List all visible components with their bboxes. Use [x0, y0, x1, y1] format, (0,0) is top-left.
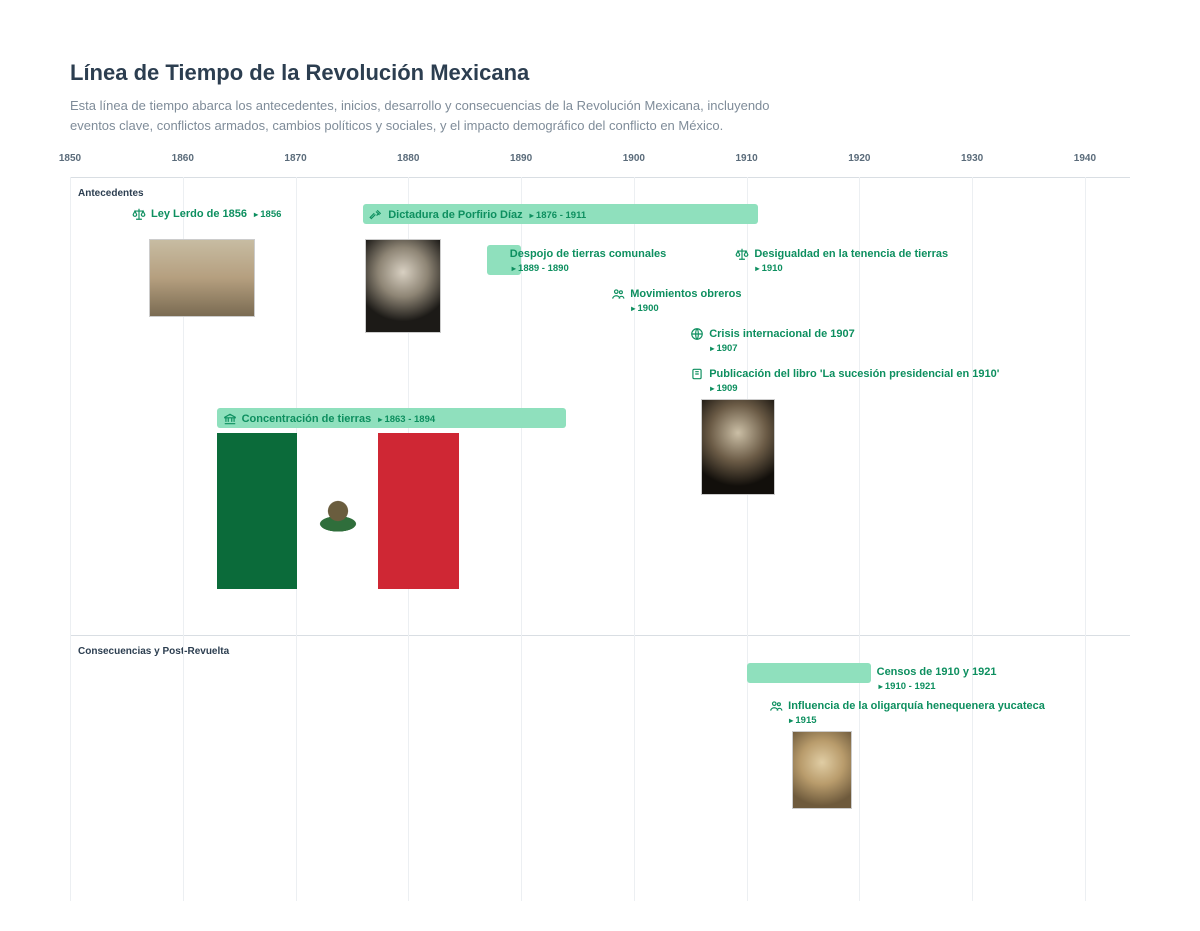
event-title: Publicación del libro 'La sucesión presi…	[709, 368, 999, 380]
event-title: Censos de 1910 y 1921	[877, 666, 997, 678]
timeline-event[interactable]: Ley Lerdo de 1856 1856	[132, 205, 281, 223]
event-date: 1910 - 1921	[877, 681, 997, 692]
axis-tick: 1880	[397, 153, 419, 164]
timeline-event[interactable]: Concentración de tierras 1863 - 1894	[223, 410, 436, 428]
axis-tick: 1920	[848, 153, 870, 164]
event-thumb	[217, 433, 459, 589]
event-date: 1856	[254, 209, 281, 220]
event-date: 1910	[735, 263, 948, 274]
event-title: Influencia de la oligarquía henequenera …	[788, 700, 1045, 712]
timeline-event[interactable]: Dictadura de Porfirio Díaz 1876 - 1911	[369, 206, 586, 224]
event-thumb	[365, 239, 441, 333]
event-date: 1876 - 1911	[530, 210, 586, 221]
timeline-event[interactable]: Movimientos obreros 1900	[611, 285, 741, 314]
event-title: Dictadura de Porfirio Díaz	[388, 209, 522, 221]
page-description: Esta línea de tiempo abarca los antecede…	[70, 96, 790, 135]
axis-tick: 1870	[284, 153, 306, 164]
event-bar	[747, 663, 871, 683]
scale-icon	[735, 247, 749, 261]
event-thumb	[149, 239, 255, 317]
axis: 1850186018701880189019001910192019301940	[70, 153, 1130, 171]
section-body: Censos de 1910 y 1921 1910 - 1921 Influenc…	[70, 663, 1130, 883]
book-icon	[690, 367, 704, 381]
event-date: 1863 - 1894	[378, 414, 435, 425]
timeline-event[interactable]: Desigualdad en la tenencia de tierras 191…	[735, 245, 948, 274]
axis-tick: 1860	[172, 153, 194, 164]
tracks: Antecedentes Ley Lerdo de 1856 1856 Dictadu…	[70, 177, 1130, 901]
axis-tick: 1850	[59, 153, 81, 164]
event-date: 1915	[769, 715, 1045, 726]
gavel-icon	[369, 208, 383, 222]
globe-icon	[690, 327, 704, 341]
timeline-event[interactable]: Crisis internacional de 1907 1907	[690, 325, 855, 354]
users-icon	[769, 699, 783, 713]
section-body: Ley Lerdo de 1856 1856 Dictadura de Porfir…	[70, 205, 1130, 635]
axis-tick: 1940	[1074, 153, 1096, 164]
timeline-event[interactable]: Censos de 1910 y 1921 1910 - 1921	[877, 663, 997, 692]
section-label: Consecuencias y Post-Revuelta	[70, 636, 1130, 663]
axis-tick: 1930	[961, 153, 983, 164]
event-title: Concentración de tierras	[242, 413, 372, 425]
event-title: Desigualdad en la tenencia de tierras	[754, 248, 948, 260]
event-thumb	[701, 399, 775, 495]
event-title: Movimientos obreros	[630, 288, 741, 300]
event-title: Despojo de tierras comunales	[510, 248, 667, 260]
timeline: 1850186018701880189019001910192019301940…	[70, 153, 1130, 901]
event-thumb	[792, 731, 852, 809]
axis-tick: 1910	[735, 153, 757, 164]
axis-tick: 1900	[623, 153, 645, 164]
event-date: 1907	[690, 343, 855, 354]
event-date: 1909	[690, 383, 999, 394]
section-label: Antecedentes	[70, 178, 1130, 205]
bank-icon	[223, 412, 237, 426]
scale-icon	[132, 207, 146, 221]
users-icon	[611, 287, 625, 301]
timeline-event[interactable]: Influencia de la oligarquía henequenera …	[769, 697, 1045, 726]
event-date: 1900	[611, 303, 741, 314]
page-title: Línea de Tiempo de la Revolución Mexican…	[70, 60, 1170, 86]
event-title: Crisis internacional de 1907	[709, 328, 855, 340]
timeline-event[interactable]: Publicación del libro 'La sucesión presi…	[690, 365, 999, 394]
timeline-event[interactable]: Despojo de tierras comunales 1889 - 1890	[510, 245, 667, 274]
event-date: 1889 - 1890	[510, 263, 667, 274]
axis-tick: 1890	[510, 153, 532, 164]
event-title: Ley Lerdo de 1856	[151, 208, 247, 220]
